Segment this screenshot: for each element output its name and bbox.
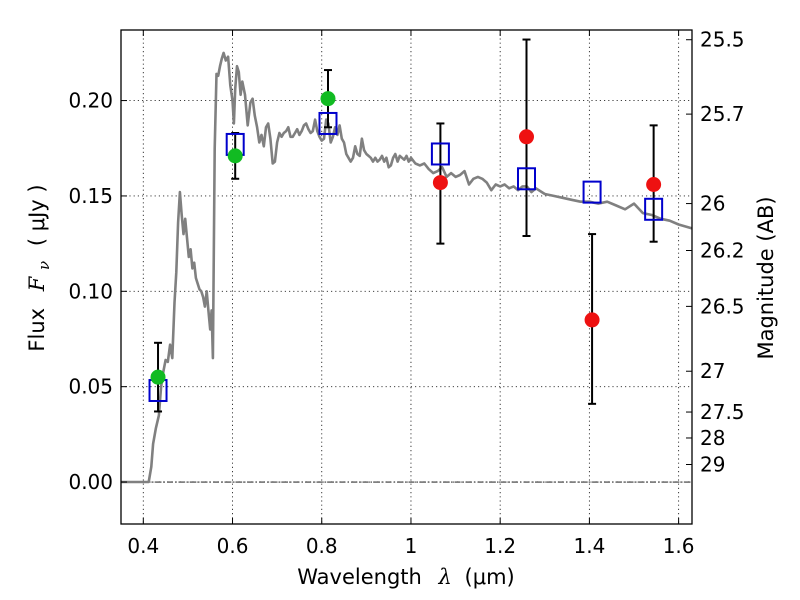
y2-tick-label: 26.5 [700, 294, 745, 318]
model-band-square [318, 111, 338, 135]
model-band-square [516, 167, 536, 191]
x-axis-label-unit: (μm) [465, 565, 515, 589]
y2-tick-label: 27.5 [700, 400, 745, 424]
measurement-point [150, 369, 166, 385]
y-tick-label: 0.05 [68, 375, 113, 399]
x-tick-label: 1.4 [573, 534, 605, 558]
y-tick-label: 0.15 [68, 184, 113, 208]
x-tick-label: 1.2 [484, 534, 516, 558]
y2-tick-label: 28 [700, 426, 725, 450]
x-tick-label: 0.4 [127, 534, 159, 558]
x-axis-label: Wavelength λ (μm) [297, 565, 514, 589]
y2-tick-label: 25.5 [700, 28, 745, 52]
y-axis-label-text: Flux [25, 308, 49, 352]
y2-tick-label: 25.7 [700, 102, 745, 126]
measurement-point [518, 129, 534, 145]
plot-background [121, 30, 692, 524]
svg-text:Wavelength λ (μm): Wavelength λ (μm) [297, 565, 514, 589]
spectrum-line [121, 51, 693, 484]
x-axis-label-text: Wavelength [297, 565, 422, 589]
measurement-point [320, 91, 336, 107]
svg-text:Flux F ν ( μ: Flux F ν ( μJy ) [25, 184, 54, 351]
y-tick-label: 0.10 [68, 279, 113, 303]
x-tick-label: 0.8 [306, 534, 338, 558]
model-band-square [430, 142, 450, 166]
y-tick-label: 0.20 [68, 89, 113, 113]
x-tick-label: 0.6 [217, 534, 249, 558]
measurement-point [584, 312, 600, 328]
y2-tick-label: 26.2 [700, 238, 745, 262]
measurement-markers [150, 91, 662, 385]
y2-tick-label: 29 [700, 452, 725, 476]
x-tick-label: 1 [405, 534, 418, 558]
x-tick-label: 1.6 [663, 534, 695, 558]
model-spectrum [121, 51, 693, 484]
model-band-square [582, 180, 602, 204]
y-axis-label-symbol: F [25, 275, 49, 292]
y-axis-label: Flux F ν ( μJy ) [25, 184, 54, 351]
y2-tick-label: 27 [700, 359, 725, 383]
y-tick-label: 0.00 [68, 470, 113, 494]
axis-ticks: 0.4 0.6 0.8 1 1.2 1.4 1.6 0.00 0.05 0.10 0.15 0.20 2… [68, 28, 744, 558]
y2-axis-label: Magnitude (AB) [754, 196, 778, 359]
model-band-square [644, 197, 664, 221]
y-axis-label-subscript: ν [35, 261, 53, 270]
y2-tick-label: 26 [700, 192, 725, 216]
measurement-point [227, 148, 243, 164]
y-axis-label-unit: ( μJy ) [25, 184, 49, 246]
measurement-point [646, 176, 662, 192]
x-axis-label-symbol: λ [438, 565, 452, 589]
grid-lines [121, 30, 692, 524]
plot-frame [120, 29, 693, 525]
measurement-point [432, 175, 448, 191]
